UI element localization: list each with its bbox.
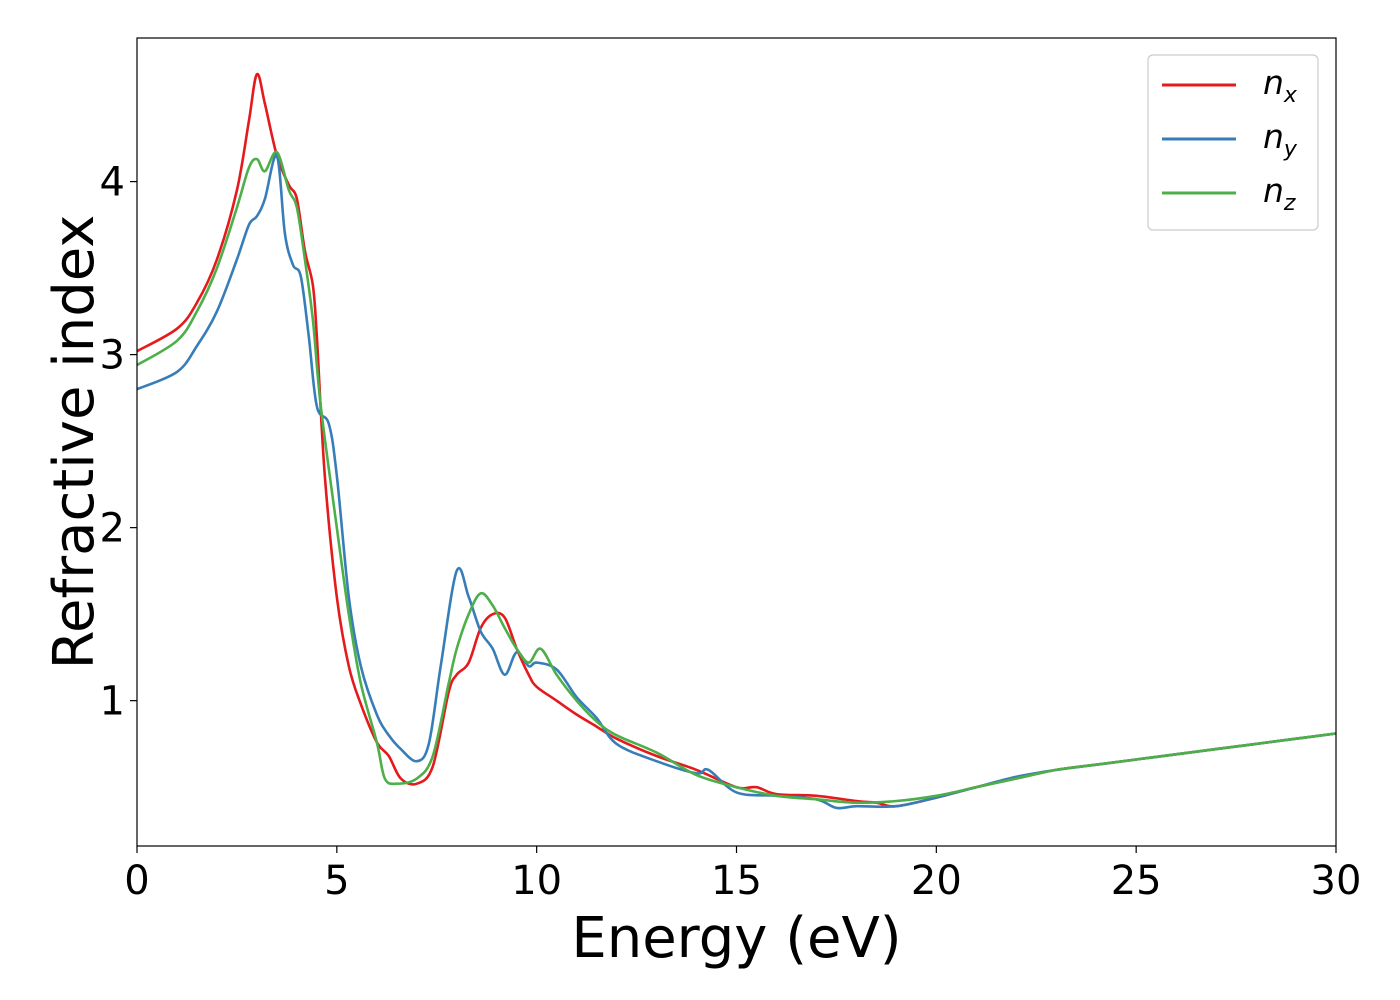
y-tick-label: 4 — [100, 160, 125, 206]
x-tick-label: 15 — [711, 858, 762, 904]
legend-label-y: ny — [1263, 117, 1298, 162]
x-axis-label: Energy (eV) — [571, 906, 901, 971]
x-tick-label: 20 — [911, 858, 962, 904]
y-tick-label: 2 — [100, 506, 125, 552]
legend: nx ny nz — [1147, 54, 1319, 231]
legend-box — [1147, 54, 1319, 231]
axis-ticks: 0 5 10 15 20 25 30 1 2 3 4 — [100, 160, 1362, 904]
legend-label-z: nz — [1263, 171, 1296, 216]
y-axis-label: Refractive index — [42, 215, 107, 670]
x-tick-label: 5 — [324, 858, 349, 904]
x-tick-label: 25 — [1111, 858, 1162, 904]
x-tick-label: 30 — [1311, 858, 1362, 904]
series-lines — [137, 72, 1336, 810]
y-tick-label: 1 — [100, 679, 125, 725]
series-line-z — [137, 150, 1336, 805]
y-tick-label: 3 — [100, 333, 125, 379]
legend-label-x: nx — [1263, 63, 1298, 108]
x-tick-label: 10 — [511, 858, 562, 904]
series-line-y — [137, 154, 1336, 810]
x-tick-label: 0 — [124, 858, 149, 904]
